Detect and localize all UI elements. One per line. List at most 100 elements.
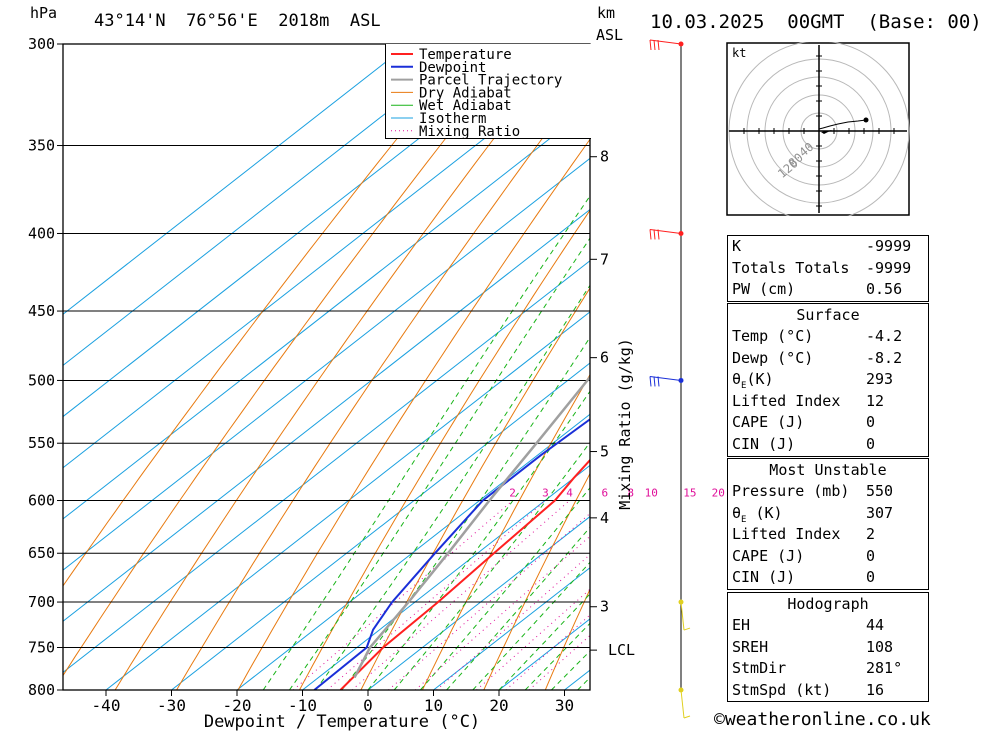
datetime-title: 10.03.2025 00GMT (Base: 00)	[650, 11, 982, 33]
dry-adiabat-line	[63, 44, 474, 587]
legend: Temperature Dewpoint Parcel Trajectory Dry …	[385, 44, 591, 139]
isotherm-line	[63, 55, 590, 469]
panel-title: Surface	[796, 306, 860, 324]
temperature-tick-label: -20	[223, 696, 252, 715]
altitude-tick-label: LCL	[608, 641, 635, 659]
index-row: SREH 108	[728, 637, 928, 659]
temperature-tick-label: 0	[363, 696, 373, 715]
index-value: 0	[866, 546, 876, 565]
wet-adiabat-line	[262, 195, 590, 690]
index-value: 307	[866, 503, 894, 522]
index-label: EH	[732, 616, 751, 634]
temperature-tick-label: 10	[424, 696, 443, 715]
temperature-tick-label: 30	[555, 696, 574, 715]
mixing-ratio-label: 8	[627, 487, 634, 500]
plot-frame	[62, 43, 591, 691]
temperature-tick-label: 20	[489, 696, 508, 715]
index-label: PW (cm)	[732, 280, 796, 299]
parcel-trajectory-profile	[353, 375, 590, 679]
legend-entry: Parcel Trajectory	[419, 73, 562, 89]
hodograph-trace	[818, 119, 867, 130]
mixing-ratio-line	[505, 614, 590, 690]
index-row: CIN (J) 0	[728, 567, 928, 589]
wet-adiabat-line	[498, 593, 590, 690]
index-row: Totals Totals -9999	[728, 258, 928, 280]
index-value: 0.56	[866, 280, 903, 299]
index-value: 281°	[866, 659, 903, 678]
dewpoint-profile	[313, 418, 590, 690]
index-value: 44	[866, 616, 885, 634]
pressure-tick-label: 450	[28, 302, 55, 320]
index-row: CAPE (J) 0	[728, 412, 928, 434]
index-label: K	[732, 237, 742, 255]
index-label: Dewp (°C)	[732, 348, 814, 367]
indices-general: K -9999 Totals Totals -9999 PW (cm) 0.56	[727, 235, 929, 302]
pressure-tick-label: 650	[28, 544, 55, 562]
pressure-tick-label: 400	[28, 224, 55, 242]
copyright-mark: ©	[714, 709, 725, 730]
index-label: CIN (J)	[732, 568, 796, 587]
temperature-tick-label: -10	[288, 696, 317, 715]
footer: ©weatheronline.co.uk	[714, 709, 931, 730]
isotherm-line	[63, 44, 541, 418]
legend-entry: Dry Adiabat	[419, 85, 512, 101]
index-label: CAPE (J)	[732, 413, 805, 432]
index-label: Lifted Index	[732, 391, 841, 410]
index-label: Totals Totals	[732, 258, 850, 277]
index-label: StmSpd (kt)	[732, 680, 832, 699]
mixing-ratio-label: 10	[645, 487, 658, 500]
index-label: StmDir	[732, 659, 787, 678]
isotherm-line	[302, 464, 590, 690]
index-row: Temp (°C) -4.2	[728, 326, 928, 348]
index-value: 0	[866, 413, 876, 432]
index-value: 550	[866, 482, 894, 500]
isotherm-line	[63, 44, 410, 315]
dry-adiabat-line	[114, 44, 567, 690]
index-row: K -9999	[728, 236, 928, 258]
temperature-tick-label: -40	[92, 696, 121, 715]
index-row: Dewp (°C) -8.2	[728, 348, 928, 370]
index-label: Temp (°C)	[732, 327, 814, 345]
mixing-ratio-line	[351, 500, 570, 690]
mixing-ratio-label: 6	[601, 487, 608, 500]
index-value: -9999	[866, 258, 912, 277]
legend-entry: Isotherm	[419, 111, 486, 127]
hodograph-unit: kt	[732, 46, 746, 60]
dry-adiabat-line	[360, 287, 590, 690]
index-label: CAPE (J)	[732, 546, 805, 565]
index-row: CIN (J) 0	[728, 434, 928, 456]
isotherm-line	[63, 106, 590, 520]
index-label: CIN (J)	[732, 434, 796, 453]
temperature-profile	[339, 458, 590, 690]
wind-barb-icon	[680, 689, 691, 719]
wind-barb-icon	[649, 39, 682, 51]
wet-adiabat-line	[393, 441, 590, 690]
indices-hodograph: Hodograph EH 44 SREH 108 StmDir 281° StmSpd (kt…	[727, 592, 929, 703]
location-title: 43°14'N 76°56'E 2018m ASL	[94, 11, 381, 31]
site-name[interactable]: weatheronline.co.uk	[724, 709, 931, 730]
index-label: Lifted Index	[732, 525, 841, 544]
index-value: 2	[866, 525, 876, 544]
index-label: Pressure (mb)	[732, 482, 850, 500]
index-row: θE(K) 293	[728, 369, 928, 391]
pressure-tick-label: 350	[28, 137, 55, 155]
pressure-tick-label: 800	[28, 681, 55, 699]
altitude-tick-label: 4	[600, 509, 609, 527]
isotherm-line	[63, 208, 590, 622]
hodograph-point	[863, 117, 869, 123]
index-value: 0	[866, 568, 876, 587]
pressure-tick-label: 550	[28, 434, 55, 452]
pressure-tick-label: 300	[28, 35, 55, 53]
index-row: StmDir 281°	[728, 658, 928, 680]
mixing-ratio-line	[436, 553, 590, 690]
wind-barb-icon	[649, 228, 682, 240]
pressure-unit: hPa	[30, 4, 58, 22]
index-value: -9999	[866, 237, 912, 255]
index-row: CAPE (J) 0	[728, 546, 928, 568]
legend-entry: Mixing Ratio	[419, 124, 520, 138]
pressure-tick-label: 500	[28, 371, 55, 389]
index-value: 293	[866, 370, 894, 389]
temperature-tick-label: -30	[157, 696, 186, 715]
index-value: -4.2	[866, 327, 903, 345]
